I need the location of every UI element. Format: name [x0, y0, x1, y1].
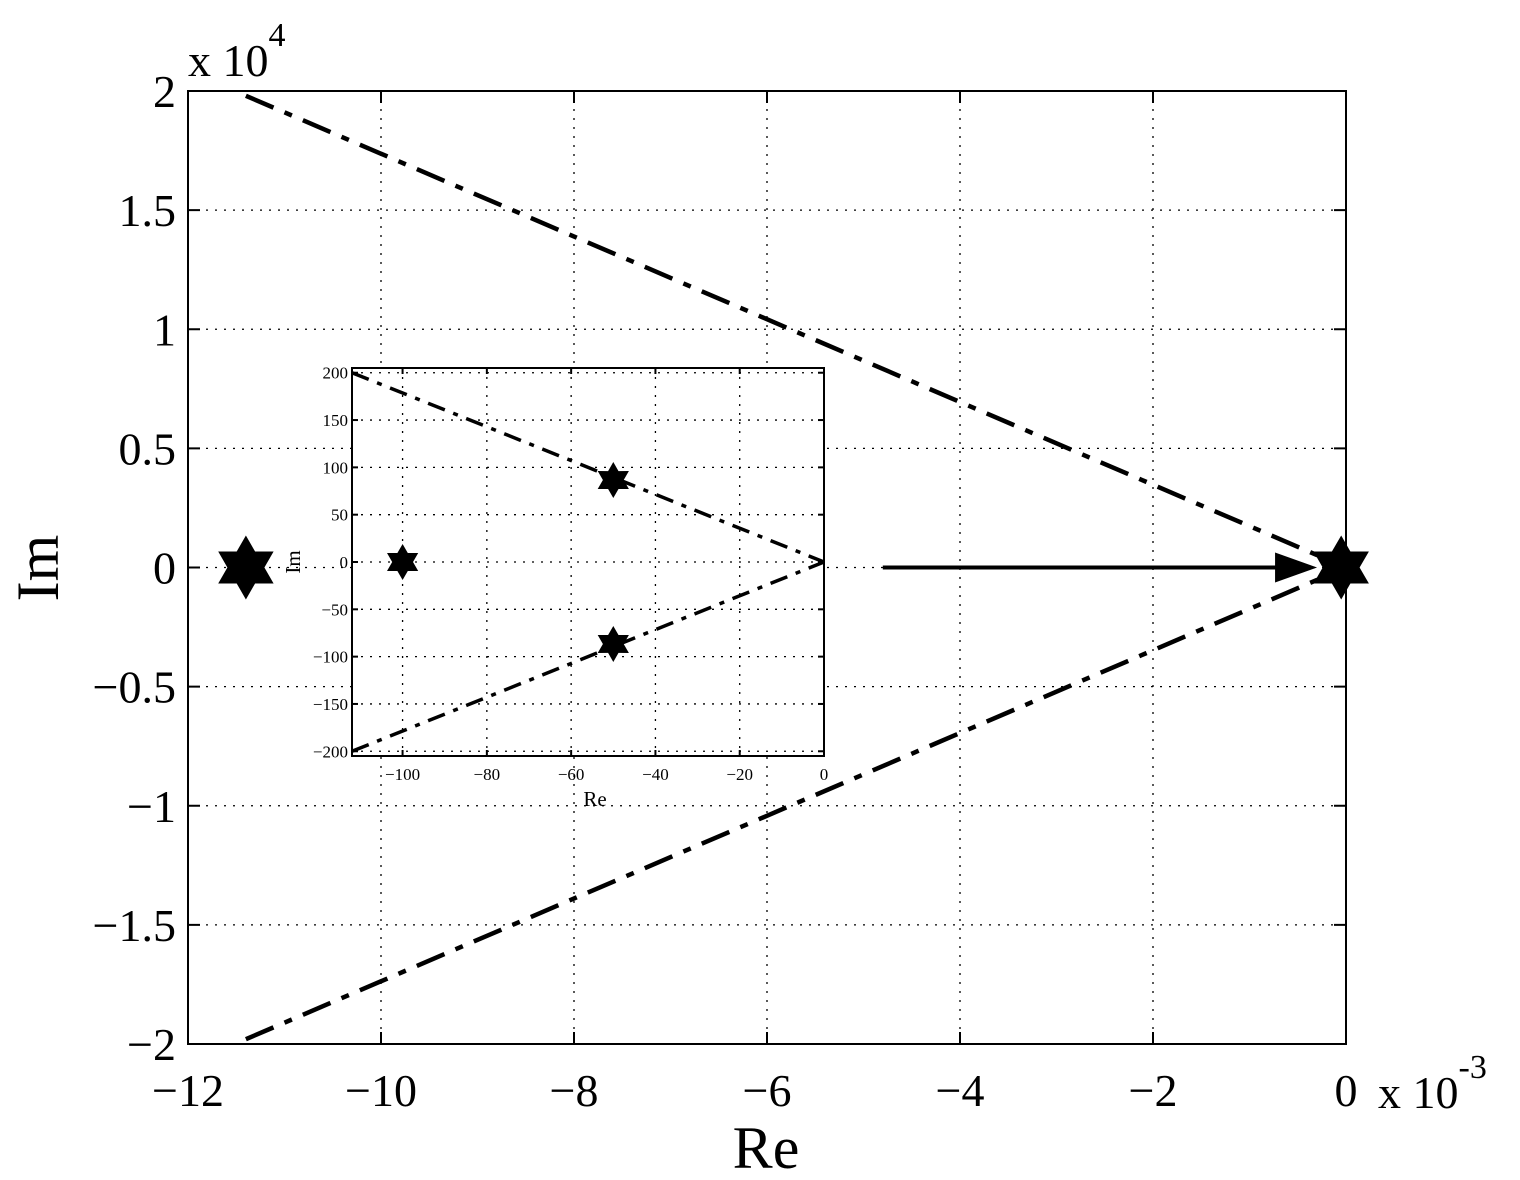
x-exponent-label: x 10-3 [1378, 1049, 1487, 1118]
inset-y-axis-label: Im [281, 550, 305, 573]
y-tick-label: −150 [313, 695, 348, 714]
y-tick-label: −200 [313, 742, 348, 761]
x-tick-label: −6 [743, 1065, 792, 1116]
main-x-axis-label: Re [733, 1115, 800, 1180]
x-tick-label: 0 [1335, 1065, 1358, 1116]
main-plot: −12 −10 −8 −6 −4 −2 0 −2−1.5−1−0.500.511.52 Re… [5, 17, 1487, 1180]
x-tick-label: −40 [642, 765, 669, 784]
y-tick-label: −0.5 [93, 662, 176, 713]
series-line [245, 93, 1347, 570]
y-tick-label: −100 [313, 648, 348, 667]
inset-plot: −100 −80 −60 −40 −20 0 −200−150−100−500501001… [281, 364, 828, 811]
main-axes-frame [187, 90, 1347, 1045]
x-tick-label: −10 [345, 1065, 417, 1116]
x-tick-label: −12 [152, 1065, 224, 1116]
series-line [351, 371, 825, 564]
x-tick-label: 0 [820, 765, 829, 784]
inset-x-axis-label: Re [583, 787, 606, 811]
main-markers [218, 535, 1369, 600]
y-tick-label: 50 [331, 506, 348, 525]
y-tick-label: 0.5 [119, 423, 177, 474]
x-tick-label: −60 [558, 765, 585, 784]
x-tick-label: −100 [385, 765, 420, 784]
main-arrow [882, 552, 1318, 583]
inset-series [351, 371, 825, 753]
y-tick-label: 1.5 [119, 185, 177, 236]
y-tick-label: 2 [153, 66, 176, 117]
y-tick-label: 0 [153, 543, 176, 594]
main-x-tick-labels: −12 −10 −8 −6 −4 −2 0 [152, 1065, 1357, 1116]
series-line [245, 565, 1347, 1042]
y-tick-label: 1 [153, 304, 176, 355]
y-tick-label: 100 [323, 458, 349, 477]
series-line [351, 560, 825, 753]
inset-x-tick-labels: −100 −80 −60 −40 −20 0 [385, 765, 828, 784]
pole-marker [218, 535, 274, 600]
y-exponent-label: x 104 [188, 17, 286, 86]
x-tick-label: −8 [550, 1065, 599, 1116]
pole-marker [597, 626, 629, 662]
pole-marker [387, 544, 419, 580]
x-tick-label: −2 [1129, 1065, 1178, 1116]
x-tick-label: −4 [936, 1065, 985, 1116]
main-y-axis-label: Im [5, 535, 71, 602]
y-tick-label: −1 [127, 781, 176, 832]
x-tick-label: −80 [474, 765, 501, 784]
pole-marker [597, 462, 629, 498]
y-tick-label: 200 [323, 364, 349, 383]
y-tick-label: −1.5 [93, 900, 176, 951]
y-tick-label: 150 [323, 411, 349, 430]
main-y-tick-labels: −2 −1.5 −1 −0.5 0 0.5 1 1.5 2 [93, 66, 176, 1070]
arrow-head [1275, 552, 1318, 583]
x-tick-label: −20 [726, 765, 753, 784]
y-tick-label: −50 [321, 600, 348, 619]
y-tick-label: −2 [127, 1019, 176, 1070]
y-tick-label: 0 [340, 553, 349, 572]
main-series [245, 93, 1347, 1042]
inset-y-tick-labels: −200 −150 −100 −50 0 50 100 150 200 [313, 364, 348, 762]
inset-axes-frame [351, 367, 825, 757]
inset-markers [387, 462, 629, 662]
pole-marker [1313, 535, 1369, 600]
